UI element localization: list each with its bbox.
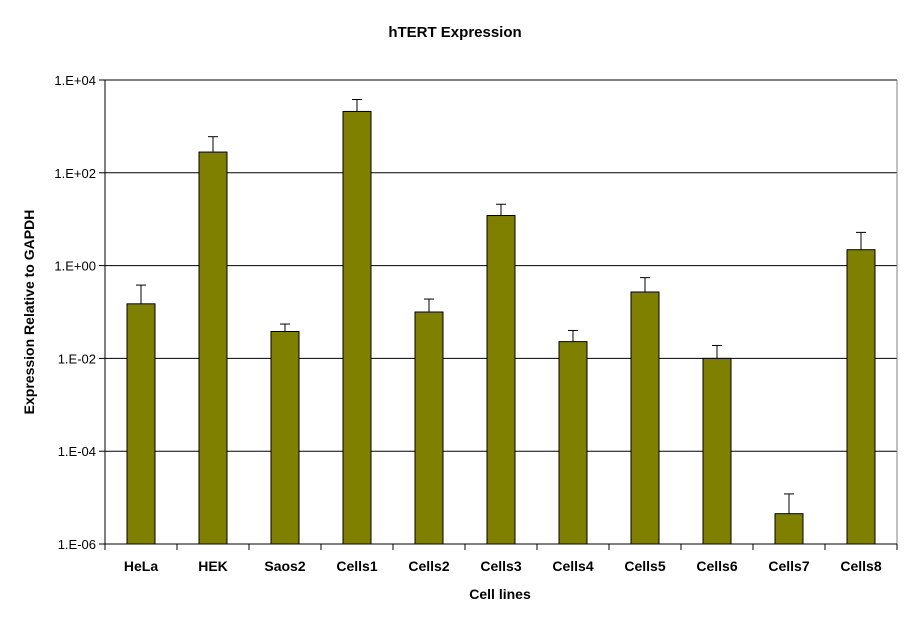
bar (486, 215, 516, 545)
y-tick-label: 1.E-06 (58, 537, 96, 552)
bar (270, 330, 300, 545)
x-tick-label: Cells1 (336, 558, 377, 574)
x-tick-label: Cells5 (624, 558, 665, 574)
x-tick-label: Cells4 (552, 558, 593, 574)
bar (702, 357, 732, 545)
y-tick-label: 1.E+04 (54, 73, 96, 88)
bars (126, 98, 876, 545)
x-tick-label: Cells7 (768, 558, 809, 574)
x-tick-label: Cells3 (480, 558, 521, 574)
x-tick-label: Cells6 (696, 558, 737, 574)
x-tick-label: Cells2 (408, 558, 449, 574)
bar (198, 151, 228, 545)
x-tick-label: Saos2 (264, 558, 305, 574)
bar (630, 291, 660, 545)
x-tick-label: Cells8 (840, 558, 881, 574)
y-axis-label: Expression Relative to GAPDH (21, 210, 37, 415)
x-tick-labels: HeLa HEK Saos2 Cells1 Cells2 Cells3 Cells4 Cell… (124, 558, 882, 574)
bar (414, 311, 444, 545)
y-tick-label: 1.E+02 (54, 166, 96, 181)
bar (342, 110, 372, 545)
y-tick-label: 1.E+00 (54, 259, 96, 274)
bar (846, 249, 876, 545)
y-tick-label: 1.E-02 (58, 351, 96, 366)
bar (558, 341, 588, 545)
chart-title: hTERT Expression (388, 24, 521, 41)
y-tick-label: 1.E-04 (58, 444, 96, 459)
bar (774, 513, 804, 545)
x-axis-label: Cell lines (469, 586, 531, 602)
x-tick-label: HeLa (124, 558, 158, 574)
axes (99, 79, 898, 550)
x-tick-label: HEK (198, 558, 228, 574)
y-tick-labels: 1.E-06 1.E-04 1.E-02 1.E+00 1.E+02 1.E+04 (54, 73, 96, 552)
bar (126, 303, 156, 545)
